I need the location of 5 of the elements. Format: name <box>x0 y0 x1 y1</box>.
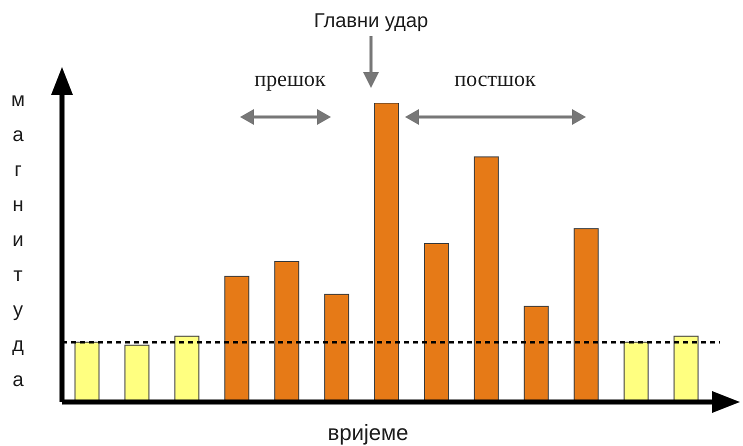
text: Главни удар <box>314 10 428 32</box>
text: магнитуда <box>11 89 25 391</box>
x-axis-title: вријеме <box>328 420 408 445</box>
text: постшок <box>454 66 536 91</box>
text: прешок <box>254 66 326 91</box>
